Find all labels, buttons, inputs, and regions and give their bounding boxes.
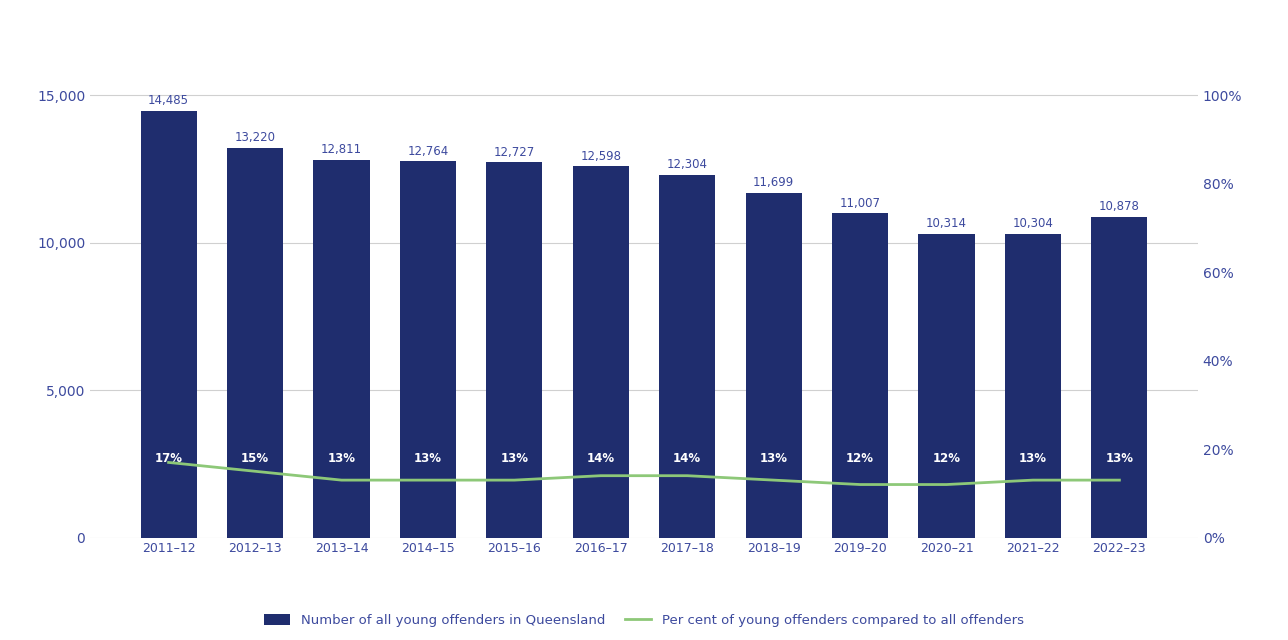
- Text: 10,314: 10,314: [926, 217, 967, 230]
- Text: 14%: 14%: [587, 451, 614, 465]
- Text: 13%: 13%: [413, 451, 442, 465]
- Text: 12,811: 12,811: [321, 143, 362, 156]
- Text: 15%: 15%: [241, 451, 269, 465]
- Bar: [918, 234, 975, 538]
- Bar: [487, 163, 542, 538]
- Text: 13%: 13%: [1105, 451, 1133, 465]
- Bar: [399, 161, 456, 538]
- Bar: [227, 148, 283, 538]
- Text: 11,007: 11,007: [840, 196, 881, 209]
- Legend: Number of all young offenders in Queensland, Per cent of young offenders compare: Number of all young offenders in Queensl…: [258, 607, 1030, 634]
- Bar: [1005, 234, 1061, 538]
- Text: 12%: 12%: [933, 451, 961, 465]
- Text: 13%: 13%: [1019, 451, 1047, 465]
- Bar: [140, 111, 197, 538]
- Text: 12,764: 12,764: [407, 145, 448, 158]
- Text: 14%: 14%: [674, 451, 701, 465]
- Text: 11,699: 11,699: [753, 176, 795, 189]
- Text: 10,304: 10,304: [1012, 218, 1054, 230]
- Text: 13,220: 13,220: [234, 131, 276, 145]
- Text: 17%: 17%: [155, 451, 183, 465]
- Bar: [659, 175, 715, 538]
- Bar: [313, 160, 370, 538]
- Text: 12,304: 12,304: [667, 158, 707, 172]
- Bar: [746, 193, 801, 538]
- Bar: [1091, 217, 1148, 538]
- Text: 13%: 13%: [500, 451, 528, 465]
- Text: 13%: 13%: [327, 451, 355, 465]
- Text: 12,727: 12,727: [493, 146, 535, 159]
- Bar: [832, 213, 889, 538]
- Bar: [573, 166, 629, 538]
- Text: 12,598: 12,598: [581, 150, 621, 163]
- Text: 14,485: 14,485: [148, 94, 189, 107]
- Text: 10,878: 10,878: [1099, 200, 1140, 213]
- Text: 12%: 12%: [846, 451, 875, 465]
- Text: 13%: 13%: [760, 451, 788, 465]
